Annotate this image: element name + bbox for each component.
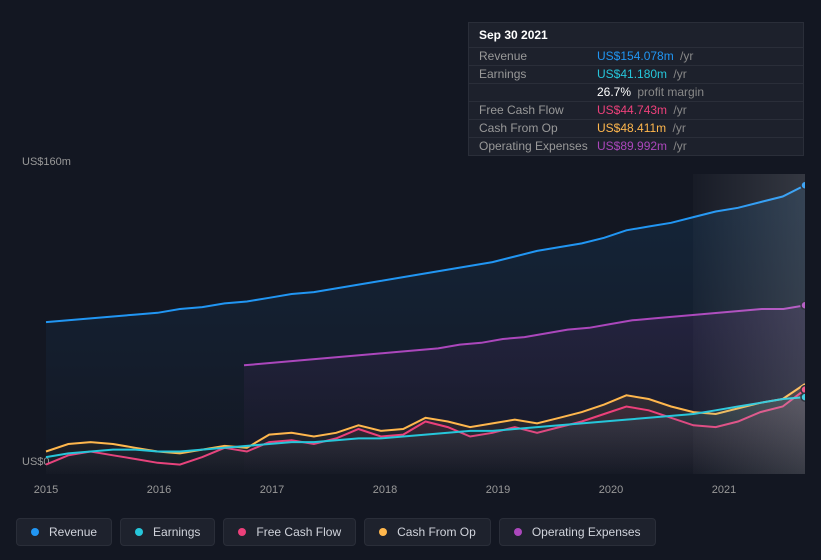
x-tick: 2020 xyxy=(599,484,623,496)
y-axis-max: US$160m xyxy=(22,156,71,168)
x-tick: 2018 xyxy=(373,484,397,496)
legend-item-revenue[interactable]: Revenue xyxy=(16,518,112,546)
financial-chart[interactable]: US$160m US$0 201520162017201820192020202… xyxy=(16,150,805,480)
tooltip-row-label: Revenue xyxy=(479,49,597,63)
x-tick: 2021 xyxy=(712,484,736,496)
legend-label: Operating Expenses xyxy=(532,525,641,539)
tooltip-row-unit: /yr xyxy=(677,49,694,63)
plot-area[interactable] xyxy=(16,174,805,474)
series-end-dot-icon xyxy=(801,181,805,189)
tooltip-row-value: US$154.078m xyxy=(597,49,674,63)
tooltip-row-label: Earnings xyxy=(479,67,597,81)
x-tick: 2016 xyxy=(147,484,171,496)
legend-dot-icon xyxy=(514,528,522,536)
legend-dot-icon xyxy=(135,528,143,536)
legend-label: Earnings xyxy=(153,525,200,539)
tooltip-row: Cash From OpUS$48.411m /yr xyxy=(469,119,803,137)
tooltip-row: 26.7% profit margin xyxy=(469,83,803,101)
tooltip-row-value: US$44.743m xyxy=(597,103,667,117)
series-end-dot-icon xyxy=(801,393,805,401)
tooltip-row-label: Cash From Op xyxy=(479,121,597,135)
tooltip-row-unit: /yr xyxy=(669,121,686,135)
legend-label: Cash From Op xyxy=(397,525,476,539)
x-tick: 2015 xyxy=(34,484,58,496)
tooltip-row: Operating ExpensesUS$89.992m /yr xyxy=(469,137,803,155)
legend-dot-icon xyxy=(238,528,246,536)
legend-item-cash-from-op[interactable]: Cash From Op xyxy=(364,518,491,546)
series-end-dot-icon xyxy=(801,301,805,309)
tooltip-row: EarningsUS$41.180m /yr xyxy=(469,65,803,83)
legend-item-free-cash-flow[interactable]: Free Cash Flow xyxy=(223,518,356,546)
tooltip-row-label xyxy=(479,85,597,99)
tooltip-row-value: US$41.180m xyxy=(597,67,667,81)
x-tick: 2017 xyxy=(260,484,284,496)
tooltip-row: RevenueUS$154.078m /yr xyxy=(469,47,803,65)
legend-item-operating-expenses[interactable]: Operating Expenses xyxy=(499,518,656,546)
legend-dot-icon xyxy=(31,528,39,536)
tooltip-row: Free Cash FlowUS$44.743m /yr xyxy=(469,101,803,119)
tooltip-row-label: Free Cash Flow xyxy=(479,103,597,117)
tooltip-row-value: 26.7% xyxy=(597,85,631,99)
tooltip-row-unit: /yr xyxy=(670,103,687,117)
x-tick: 2019 xyxy=(486,484,510,496)
tooltip-date: Sep 30 2021 xyxy=(469,23,803,47)
legend-item-earnings[interactable]: Earnings xyxy=(120,518,215,546)
tooltip-row-unit: /yr xyxy=(670,67,687,81)
legend-label: Revenue xyxy=(49,525,97,539)
x-axis: 2015 2016 2017 2018 2019 2020 2021 xyxy=(16,480,805,498)
tooltip-row-label: Operating Expenses xyxy=(479,139,597,153)
tooltip-row-value: US$48.411m xyxy=(597,121,666,135)
tooltip-row-value: US$89.992m xyxy=(597,139,667,153)
chart-tooltip: Sep 30 2021 RevenueUS$154.078m /yrEarnin… xyxy=(468,22,804,156)
tooltip-row-unit: /yr xyxy=(670,139,687,153)
legend-label: Free Cash Flow xyxy=(256,525,341,539)
legend-dot-icon xyxy=(379,528,387,536)
tooltip-row-unit: profit margin xyxy=(634,85,704,99)
chart-legend: Revenue Earnings Free Cash Flow Cash From O… xyxy=(16,518,656,546)
